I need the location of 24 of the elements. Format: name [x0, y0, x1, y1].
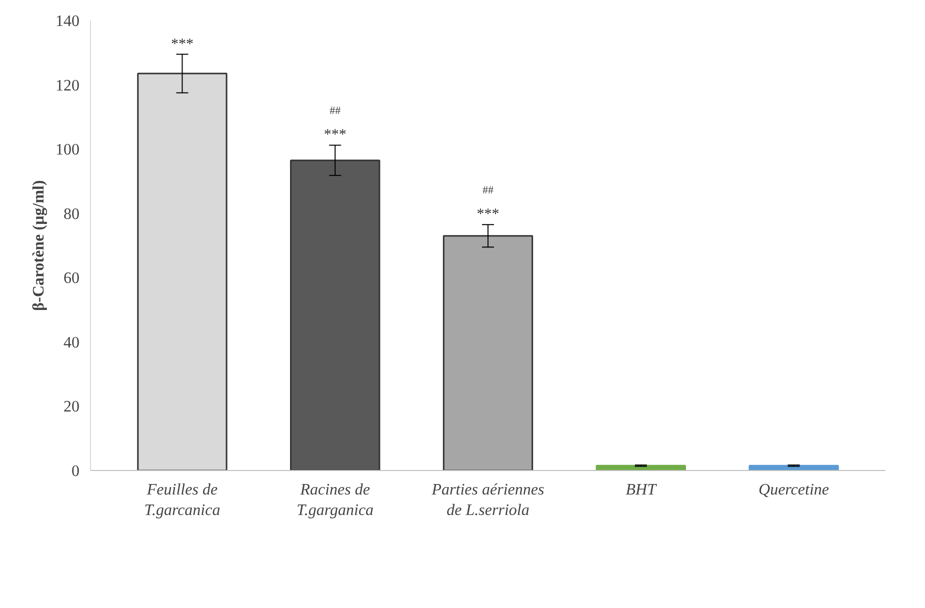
bar	[290, 160, 380, 470]
y-tick-label: 100	[56, 142, 80, 159]
y-tick-label: 0	[72, 463, 80, 480]
y-tick-label: 60	[64, 270, 80, 288]
y-tick-label: 40	[64, 334, 80, 352]
x-tick-label: BHT	[626, 482, 658, 498]
bar	[748, 464, 839, 470]
annotation: ***	[324, 127, 346, 144]
x-tick-label: Feuilles de T.garcanica	[144, 482, 220, 519]
y-tick-label: 80	[64, 206, 80, 223]
bar	[596, 464, 686, 470]
annotation: ***	[170, 36, 194, 52]
bar	[137, 72, 228, 470]
y-tick-label: 20	[64, 398, 80, 416]
y-tick-label: 140	[56, 13, 80, 30]
annotation: ***	[476, 206, 500, 223]
annotation: ##	[482, 184, 494, 197]
y-axis-title: β-Carotène (µg/ml)	[30, 180, 48, 311]
bar	[442, 235, 534, 470]
x-tick-label: Racines de T.garganica	[296, 482, 374, 519]
y-tick-label: 120	[56, 77, 80, 94]
x-tick-label: Parties aériennes de L.serriola	[430, 482, 544, 519]
x-tick-label: Quercetine	[758, 482, 830, 498]
annotation: ##	[330, 105, 342, 118]
